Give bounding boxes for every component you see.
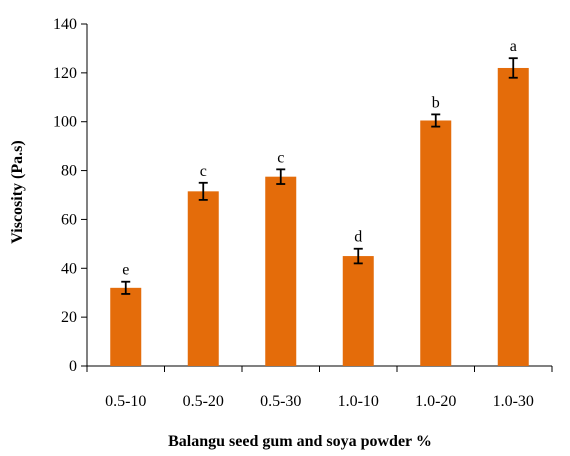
bar [187,191,219,366]
y-tick-label: 0 [69,358,77,375]
bar [110,287,142,366]
y-tick-label: 120 [53,65,77,82]
y-tick-label: 60 [61,211,77,228]
error-bar [276,168,286,185]
error-bar [508,57,518,79]
significance-letter: c [277,149,284,166]
bar [342,256,374,366]
significance-letter: d [354,229,362,246]
y-tick-label: 100 [53,114,77,131]
significance-letter: c [200,163,207,180]
y-tick-label: 140 [53,16,77,33]
bar [497,67,529,366]
y-axis: 0 20 40 60 80 100 120 140 [53,16,88,375]
x-tick-label: 0.5-30 [260,393,301,410]
x-tick-label: 1.0-20 [415,393,456,410]
x-tick-label: 1.0-10 [338,393,379,410]
error-bar [431,113,441,128]
significance-letter: e [122,262,129,279]
y-axis-label: Viscosity (Pa.s) [9,140,26,243]
y-tick-label: 80 [61,163,77,180]
error-bar [121,280,131,295]
y-tick-label: 40 [61,260,77,277]
significance-letter: b [432,94,440,111]
y-tick-label: 20 [61,309,77,326]
x-tick-label: 1.0-30 [493,393,534,410]
bar [420,120,452,366]
error-bar [198,181,208,201]
x-tick-label: 0.5-20 [183,393,224,410]
x-axis: 0.5-10 0.5-20 0.5-30 1.0-10 1.0-20 1.0-30 [86,365,553,410]
significance-letter: a [510,38,517,55]
bars: e c c d b a [110,38,529,366]
x-tick-label: 0.5-10 [105,393,146,410]
error-bar [353,247,363,265]
bar [265,176,297,366]
x-axis-label: Balangu seed gum and soya powder % [168,433,432,450]
